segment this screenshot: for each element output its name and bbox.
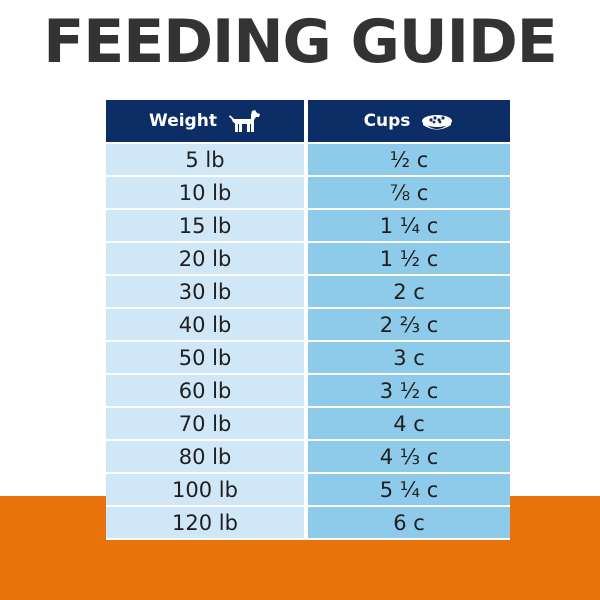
table-row: 50 lb 3 c: [106, 342, 510, 373]
table-row: 70 lb 4 c: [106, 408, 510, 439]
weight-cell: 80 lb: [106, 441, 304, 472]
weight-cell: 5 lb: [106, 144, 304, 175]
dog-icon: [227, 109, 261, 133]
weight-cell: 40 lb: [106, 309, 304, 340]
feeding-table: Weight Cups: [106, 98, 510, 540]
table-row: 10 lb ⅞ c: [106, 177, 510, 208]
cups-cell: ½ c: [308, 144, 510, 175]
cups-cell: 1 ½ c: [308, 243, 510, 274]
table-row: 120 lb 6 c: [106, 507, 510, 538]
food-bowl-icon: [420, 110, 454, 132]
weight-cell: 15 lb: [106, 210, 304, 241]
page-title: FEEDING GUIDE: [43, 7, 558, 77]
table-row: 20 lb 1 ½ c: [106, 243, 510, 274]
cups-cell: 2 c: [308, 276, 510, 307]
cups-cell: 3 ½ c: [308, 375, 510, 406]
cups-cell: 5 ¼ c: [308, 474, 510, 505]
table-row: 30 lb 2 c: [106, 276, 510, 307]
cups-cell: 4 c: [308, 408, 510, 439]
weight-cell: 100 lb: [106, 474, 304, 505]
weight-cell: 60 lb: [106, 375, 304, 406]
weight-cell: 120 lb: [106, 507, 304, 538]
cups-cell: 2 ⅔ c: [308, 309, 510, 340]
cups-cell: 3 c: [308, 342, 510, 373]
weight-cell: 20 lb: [106, 243, 304, 274]
table-row: 5 lb ½ c: [106, 144, 510, 175]
table-row: 100 lb 5 ¼ c: [106, 474, 510, 505]
table-row: 15 lb 1 ¼ c: [106, 210, 510, 241]
cups-cell: ⅞ c: [308, 177, 510, 208]
weight-cell: 10 lb: [106, 177, 304, 208]
header-weight: Weight: [106, 100, 304, 142]
table-row: 80 lb 4 ⅓ c: [106, 441, 510, 472]
header-cups-label: Cups: [363, 111, 411, 131]
header-weight-label: Weight: [149, 111, 217, 131]
cups-cell: 1 ¼ c: [308, 210, 510, 241]
cups-cell: 4 ⅓ c: [308, 441, 510, 472]
header-cups: Cups: [308, 100, 510, 142]
weight-cell: 30 lb: [106, 276, 304, 307]
table-row: 60 lb 3 ½ c: [106, 375, 510, 406]
table-row: 40 lb 2 ⅔ c: [106, 309, 510, 340]
table-header-row: Weight Cups: [106, 100, 510, 142]
cups-cell: 6 c: [308, 507, 510, 538]
weight-cell: 70 lb: [106, 408, 304, 439]
weight-cell: 50 lb: [106, 342, 304, 373]
